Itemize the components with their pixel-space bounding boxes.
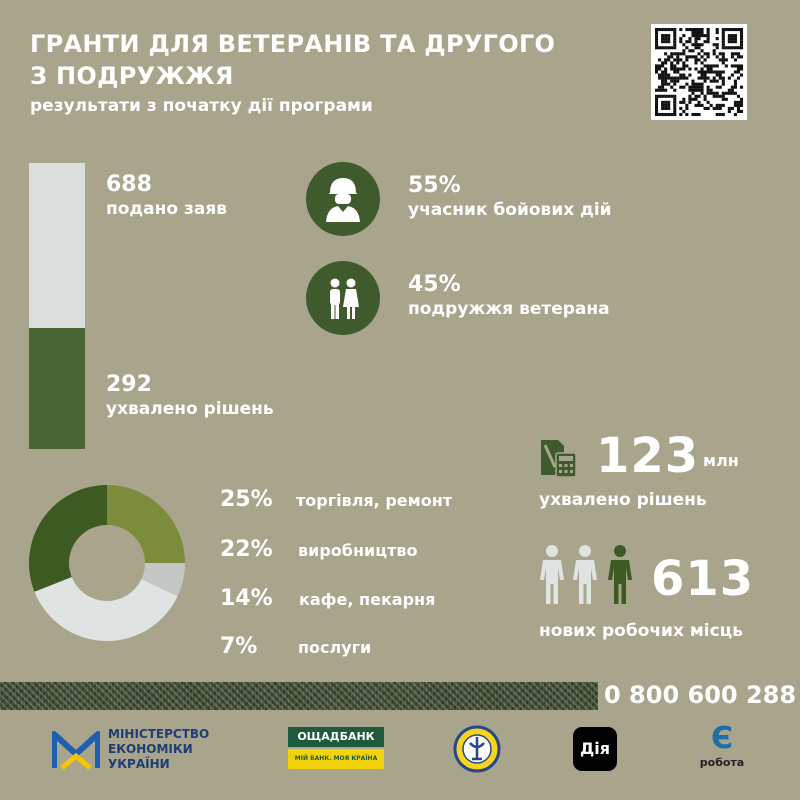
diia-logo[interactable]: Дія [573,727,617,771]
qr-code-image [655,28,744,117]
sector-donut-chart [28,485,185,641]
applicant-combat: 55% учасник бойових дій [408,173,612,220]
hotline-phone[interactable]: 0 800 600 288 [604,681,797,709]
donut-slice [107,485,185,563]
robota-logo[interactable]: Є робота [694,721,750,770]
oschadbank-logo[interactable]: ОЩАДБАНК МІЙ БАНК. МОЯ КРАЇНА [288,727,384,771]
decorative-strip [0,682,598,710]
people-icon [538,544,640,610]
ministry-name-line-3: УКРАЇНИ [108,757,170,771]
robota-label: робота [699,756,745,769]
approved-stat: 292 ухвалено рішень [106,372,274,419]
couple-icon [306,261,380,335]
applications-bar [29,163,85,449]
applicant-spouse-label: подружжя ветерана [408,299,610,319]
sector-label-cafe: кафе, пекарня [299,590,436,609]
funding-value: 123 [596,428,700,484]
approved-value: 292 [106,372,152,397]
page-subtitle: результати з початку дії програми [30,96,373,116]
sector-percent-production: 22% [220,537,273,562]
sector-percent-trade: 25% [220,487,273,512]
jobs-value: 613 [651,551,755,607]
sector-percent-cafe: 14% [220,586,273,611]
sector-label-production: виробництво [298,541,418,560]
funding-label: ухвалено рішень [539,490,707,510]
jobs-label: нових робочих місць [539,621,743,641]
donut-slice [141,563,185,597]
title-line-1: ГРАНТИ ДЛЯ ВЕТЕРАНІВ ТА ДРУГОГО [30,30,556,58]
soldier-icon [306,162,380,236]
calculator-document-icon [538,437,580,483]
oschadbank-slogan: МІЙ БАНК. МОЯ КРАЇНА [288,749,384,769]
sector-percent-services: 7% [220,634,258,659]
ministry-name: МІНІСТЕРСТВО ЕКОНОМІКИ УКРАЇНИ [108,727,278,772]
applicant-spouse-percent: 45% [408,272,461,297]
approved-bar-fill [29,327,85,449]
ministry-emblem-icon [52,731,100,770]
sector-label-services: послуги [298,638,372,657]
submitted-label: подано заяв [106,199,227,219]
applicant-combat-percent: 55% [408,173,461,198]
funding-unit: млн [703,451,739,470]
sector-label-trade: торгівля, ремонт [296,491,453,510]
submitted-value: 688 [106,172,152,197]
oschadbank-name: ОЩАДБАНК [288,727,384,747]
donut-slice [34,576,178,641]
employment-service-logo[interactable] [453,725,501,777]
applicant-combat-label: учасник бойових дій [408,200,612,220]
employment-service-emblem-icon [453,725,501,773]
ministry-name-line-1: МІНІСТЕРСТВО [108,727,210,741]
page-title: ГРАНТИ ДЛЯ ВЕТЕРАНІВ ТА ДРУГОГО З ПОДРУЖ… [30,28,555,92]
donut-slice [28,485,108,592]
qr-code[interactable] [651,24,747,120]
applicant-spouse: 45% подружжя ветерана [408,272,610,319]
submitted-stat: 688 подано заяв [106,172,227,219]
ministry-name-line-2: ЕКОНОМІКИ [108,742,193,756]
robota-symbol-icon: Є [710,721,734,756]
approved-label: ухвалено рішень [106,399,274,419]
title-line-2: З ПОДРУЖЖЯ [30,62,234,90]
